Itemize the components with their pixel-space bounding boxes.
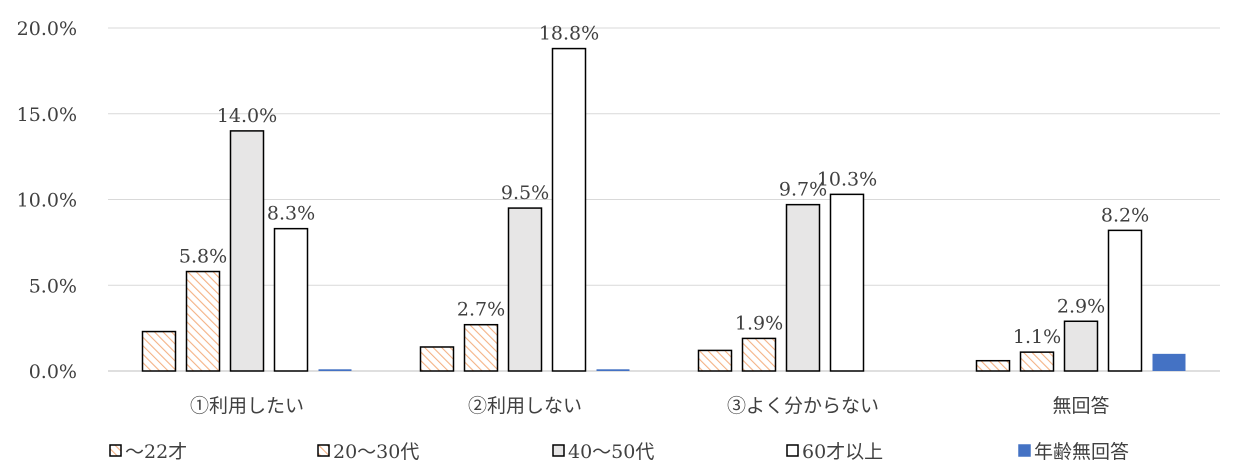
bar bbox=[1019, 351, 1055, 372]
bar bbox=[1107, 229, 1143, 372]
category-label: ②利用しない bbox=[468, 395, 582, 417]
y-tick-label: 10.0% bbox=[17, 190, 77, 212]
legend-swatch bbox=[317, 444, 330, 457]
legend-swatch bbox=[1018, 444, 1031, 457]
data-label: 8.2% bbox=[1101, 204, 1149, 226]
data-label: 18.8% bbox=[539, 23, 599, 45]
bar bbox=[1063, 320, 1099, 372]
bar bbox=[141, 330, 177, 372]
legend-swatch bbox=[552, 444, 565, 457]
bar bbox=[697, 349, 733, 372]
data-label: 9.5% bbox=[501, 182, 549, 204]
legend-swatch bbox=[109, 444, 122, 457]
bar bbox=[507, 207, 543, 372]
y-tick-label: 20.0% bbox=[17, 18, 77, 40]
category-label: ③よく分からない bbox=[727, 395, 879, 417]
x-axis: ①利用したい ②利用しない ③よく分からない 無回答 bbox=[190, 395, 1110, 417]
bar bbox=[741, 337, 777, 372]
legend-label: 年齢無回答 bbox=[1034, 441, 1129, 463]
bar bbox=[551, 47, 587, 372]
bar bbox=[829, 193, 865, 372]
data-label: 9.7% bbox=[779, 179, 827, 201]
data-label: 1.9% bbox=[735, 312, 783, 334]
bar bbox=[596, 369, 630, 371]
category-label: 無回答 bbox=[1052, 395, 1109, 417]
bar bbox=[229, 130, 265, 372]
data-label: 1.1% bbox=[1013, 326, 1061, 348]
bar bbox=[273, 227, 309, 372]
category-label: ①利用したい bbox=[190, 395, 304, 417]
y-tick-label: 0.0% bbox=[29, 361, 77, 383]
legend-label: 40〜50代 bbox=[568, 441, 654, 463]
bar bbox=[785, 203, 821, 372]
legend-swatch bbox=[786, 444, 799, 457]
bar bbox=[318, 369, 352, 371]
bar bbox=[975, 359, 1011, 372]
legend-label: 〜22才 bbox=[125, 441, 187, 463]
bars bbox=[141, 47, 1186, 372]
data-label: 2.9% bbox=[1057, 295, 1105, 317]
legend-label: 60才以上 bbox=[802, 441, 883, 463]
bar bbox=[1152, 353, 1186, 371]
legend-label: 20〜30代 bbox=[333, 441, 419, 463]
y-axis: 0.0% 5.0% 10.0% 15.0% 20.0% bbox=[17, 18, 77, 383]
bar bbox=[463, 323, 499, 372]
data-label: 10.3% bbox=[817, 168, 877, 190]
y-tick-label: 5.0% bbox=[29, 275, 77, 297]
data-label: 14.0% bbox=[217, 105, 277, 127]
data-label: 8.3% bbox=[267, 203, 315, 225]
data-labels: 5.8% 14.0% 8.3% 2.7% 9.5% 18.8% 1.9% 9.7%10.3% 1… bbox=[179, 23, 1149, 349]
data-label: 5.8% bbox=[179, 246, 227, 268]
y-tick-label: 15.0% bbox=[17, 104, 77, 126]
legend: 〜22才 20〜30代 40〜50代 60才以上 年齢無回答 bbox=[109, 441, 1129, 463]
bar bbox=[419, 346, 455, 372]
data-label: 2.7% bbox=[457, 299, 505, 321]
bar bbox=[185, 270, 221, 372]
